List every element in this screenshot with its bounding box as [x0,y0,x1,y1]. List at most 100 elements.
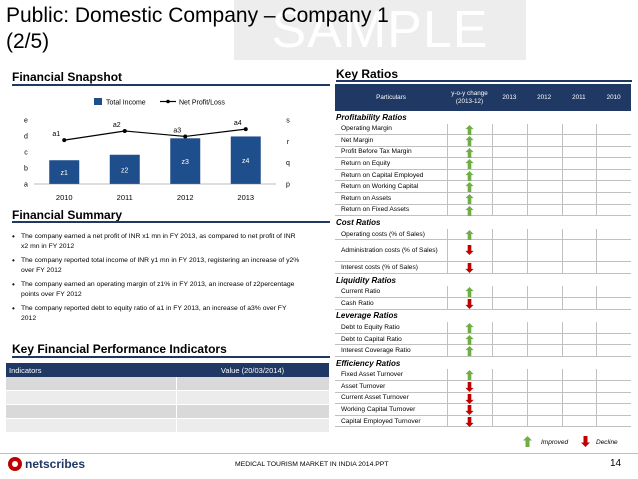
ratio-year-cell [526,333,562,345]
ratio-row: Interest Coverage Ratio [335,345,631,357]
ratio-year-cell [526,392,562,404]
ratio-year-cell [596,169,631,181]
line-point [183,134,188,139]
decline-arrow-icon [465,382,474,392]
ratio-year-cell [526,240,562,262]
legend-total-income: Total Income [106,100,146,107]
logo-text: netscribes [25,457,86,471]
ratio-year-cell [526,381,562,392]
ratio-yoy-cell [447,181,492,193]
ratio-label: Return on Capital Employed [341,171,424,179]
ratio-label: Current Asset Turnover [341,394,409,402]
decline-arrow-icon [465,416,474,427]
improved-arrow-icon [465,159,474,170]
ratio-category-label: Profitability Ratios [336,112,407,122]
ratio-category: Efficiency Ratios [335,357,631,370]
improved-arrow-icon [465,124,474,135]
legend-improved: Improved [541,439,569,446]
ratio-year-cell [596,286,631,298]
ratio-year-cell [561,345,597,356]
logo: netscribes [8,457,85,471]
ratio-yoy-cell [447,369,492,381]
col-year: 2012 [537,94,552,101]
right-axis-tick: q [286,160,290,167]
ratio-year-cell [492,286,527,298]
ratio-label: Debt to Capital Ratio [341,335,402,343]
ratio-label: Operating costs (% of Sales) [341,230,425,238]
ratio-label: Fixed Asset Turnover [341,371,403,379]
ratio-label: Debt to Equity Ratio [341,323,400,331]
ratio-yoy-cell [447,262,492,274]
kpi-underline [12,356,330,358]
ratio-label: Administration costs (% of Sales) [341,246,438,254]
snapshot-heading: Financial Snapshot [12,70,123,84]
ratio-year-cell [596,415,631,427]
ratio-row: Return on Working Capital [335,181,631,194]
ratio-label: Capital Employed Turnover [341,417,421,425]
ratio-year-cell [561,135,597,146]
ratio-row: Current Ratio [335,286,631,299]
ratio-year-cell [561,204,597,216]
ratio-year-cell [561,193,597,204]
ratio-yoy-cell [447,169,492,181]
ratios-table-header: Particulars y-o-y change (2013-12) 2013 … [335,84,631,111]
improved-arrow-icon [465,182,474,193]
col-year: 2013 [502,94,517,101]
col-year: 2010 [606,94,621,101]
ratio-label: Working Capital Turnover [341,405,416,413]
ratio-year-cell [561,322,597,333]
improved-arrow-icon [465,323,474,334]
ratio-year-cell [561,123,597,135]
legend-decline: Decline [596,439,618,446]
col-particulars: Particulars [376,94,406,101]
ratio-year-cell [596,240,631,262]
ratio-year-cell [561,415,597,427]
summary-bullet: The company reported debt to equity rati… [12,304,302,323]
kpi-row [6,391,329,405]
ratio-year-cell [492,204,527,216]
ratio-label: Interest Coverage Ratio [341,347,411,355]
ratio-row: Working Capital Turnover [335,404,631,416]
ratio-yoy-cell [447,404,492,416]
improved-arrow-icon [523,436,532,447]
ratio-year-cell [561,158,597,169]
ratio-year-cell [596,146,631,158]
ratio-year-cell [492,415,527,427]
ratio-row: Profit Before Tax Margin [335,146,631,159]
snapshot-underline [12,84,330,86]
ratio-label: Asset Turnover [341,382,386,390]
ratio-row: Administration costs (% of Sales) [335,240,631,263]
line-data-label: a3 [173,127,181,134]
improved-arrow-icon [465,334,474,345]
ratio-year-cell [561,146,597,158]
ratio-yoy-cell [447,158,492,170]
ratio-label: Profit Before Tax Margin [341,148,412,156]
right-axis-tick: r [287,139,290,146]
logo-icon [8,457,22,471]
net-profit-line [64,128,246,141]
ratios-table: Particulars y-o-y change (2013-12) 2013 … [335,84,631,428]
chart-bar [230,136,261,184]
financial-chart: Total Income Net Profit/Loss a b c d e p q r s z… [24,98,290,202]
improved-arrow-icon [465,205,474,216]
ratio-year-cell [492,333,527,345]
kpi-table: Indicators Value (20/03/2014) [6,363,329,433]
ratios-heading: Key Ratios [336,67,399,81]
ratio-row: Net Margin [335,135,631,147]
ratio-row: Asset Turnover [335,381,631,393]
ratio-year-cell [492,381,527,392]
right-axis-tick: s [286,118,290,125]
ratio-year-cell [526,369,562,380]
improved-arrow-icon [465,147,474,158]
ratio-row: Operating Margin [335,123,631,136]
improved-arrow-icon [465,229,474,240]
line-data-label: a1 [52,131,60,138]
watermark: SAMPLE [234,0,526,60]
ratio-year-cell [561,169,597,181]
right-axis-tick: p [286,182,290,189]
improved-arrow-icon [465,346,474,357]
ratio-year-cell [596,181,631,193]
ratio-year-cell [526,404,562,415]
line-data-label: a4 [234,120,242,127]
legend-net-profit: Net Profit/Loss [179,100,225,107]
